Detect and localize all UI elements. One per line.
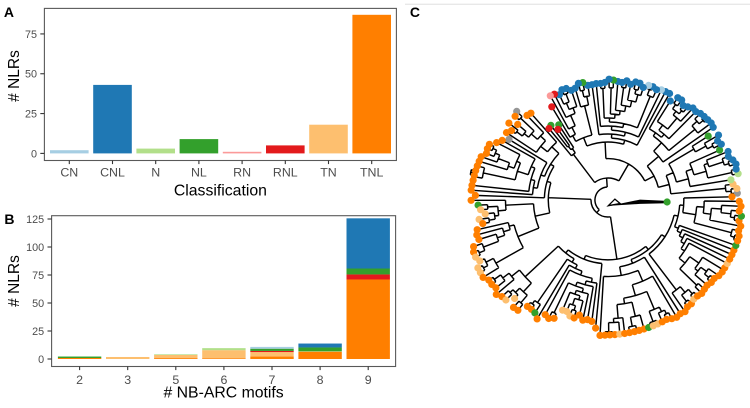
svg-text:6: 6 <box>220 373 227 387</box>
svg-text:RN: RN <box>233 166 251 180</box>
svg-text:2: 2 <box>76 373 83 387</box>
svg-text:C: C <box>410 4 420 20</box>
svg-text:RNL: RNL <box>273 166 298 180</box>
svg-text:3: 3 <box>124 373 131 387</box>
svg-text:50: 50 <box>32 298 44 310</box>
svg-text:7: 7 <box>269 373 276 387</box>
svg-text:75: 75 <box>25 29 37 41</box>
svg-text:CN: CN <box>60 166 78 180</box>
svg-text:A: A <box>4 4 14 20</box>
svg-text:50: 50 <box>25 69 37 81</box>
svg-text:25: 25 <box>32 326 44 338</box>
svg-text:75: 75 <box>32 270 44 282</box>
svg-text:100: 100 <box>26 242 44 254</box>
svg-text:9: 9 <box>365 373 372 387</box>
svg-text:25: 25 <box>25 108 37 120</box>
svg-text:B: B <box>4 211 14 227</box>
svg-text:8: 8 <box>317 373 324 387</box>
svg-text:N: N <box>151 166 160 180</box>
svg-text:CNL: CNL <box>100 166 125 180</box>
svg-text:0: 0 <box>38 354 44 366</box>
svg-text:# NLRs: # NLRs <box>6 50 23 102</box>
svg-text:# NB-ARC motifs: # NB-ARC motifs <box>163 385 283 402</box>
svg-text:0: 0 <box>31 148 37 160</box>
svg-text:NL: NL <box>191 166 207 180</box>
svg-text:# NLRs: # NLRs <box>6 255 23 307</box>
svg-text:5: 5 <box>172 373 179 387</box>
svg-text:Classification: Classification <box>174 182 267 199</box>
svg-text:TNL: TNL <box>360 166 384 180</box>
svg-text:125: 125 <box>26 214 44 226</box>
svg-text:TN: TN <box>320 166 337 180</box>
